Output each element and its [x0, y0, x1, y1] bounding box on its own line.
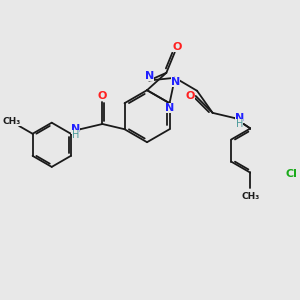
- Text: O: O: [98, 91, 107, 101]
- Text: H: H: [72, 130, 79, 140]
- Text: Cl: Cl: [286, 169, 298, 179]
- Text: CH₃: CH₃: [3, 117, 21, 126]
- Text: N: N: [71, 124, 80, 134]
- Text: N: N: [165, 103, 175, 113]
- Text: N: N: [235, 113, 244, 123]
- Text: CH₃: CH₃: [241, 192, 260, 201]
- Text: O: O: [185, 91, 195, 101]
- Text: N: N: [145, 71, 154, 81]
- Text: O: O: [172, 42, 182, 52]
- Text: N: N: [171, 77, 180, 88]
- Text: H: H: [236, 119, 243, 129]
